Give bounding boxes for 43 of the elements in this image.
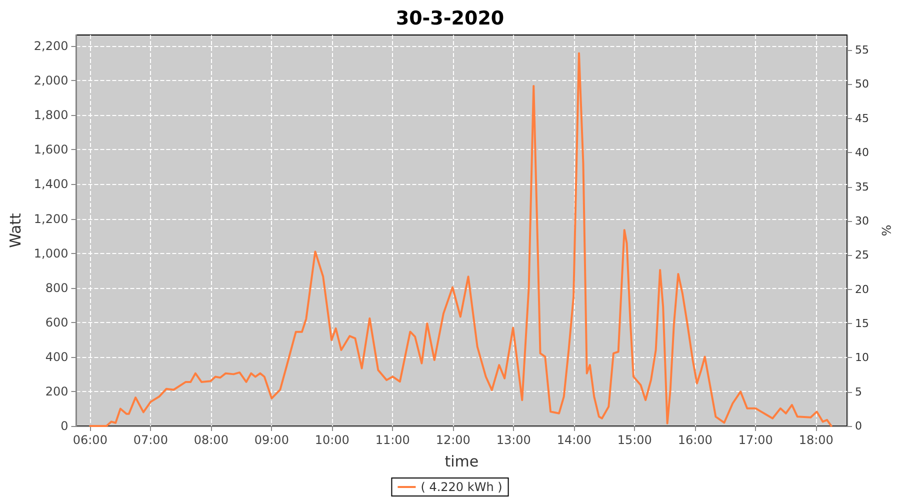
- y2-tick-label: 30: [855, 214, 869, 228]
- legend-label: ( 4.220 kWh ): [420, 480, 502, 494]
- line-series: [89, 52, 832, 427]
- y-tick-label: 1,800: [34, 108, 68, 122]
- x-tick-label: 09:00: [254, 433, 289, 447]
- x-tick-label: 10:00: [314, 433, 350, 447]
- x-tick-label: 16:00: [678, 433, 712, 447]
- y-tick-label: 600: [45, 315, 68, 330]
- y-tick-label: 2,000: [34, 74, 68, 88]
- chart-title: 30-3-2020: [396, 8, 504, 30]
- x-tick-label: 12:00: [436, 433, 470, 447]
- y2-tick-label: 40: [855, 146, 869, 160]
- y-tick-label: 0: [60, 419, 68, 433]
- y-tick-label: 1,000: [34, 246, 68, 260]
- y-tick-label: 2,200: [34, 39, 68, 54]
- x-tick-label: 11:00: [375, 433, 410, 447]
- x-tick-label: 08:00: [194, 433, 228, 447]
- y2-axis-title: %: [878, 224, 893, 236]
- y-tick-label: 800: [45, 280, 68, 295]
- y-tick-label: 1,400: [34, 177, 68, 192]
- x-tick-label: 18:00: [798, 433, 834, 447]
- x-tick-label: 17:00: [738, 433, 773, 447]
- y2-tick-label: 35: [855, 180, 869, 194]
- y-tick-label: 200: [45, 384, 68, 398]
- y2-tick-label: 10: [855, 351, 869, 364]
- y2-tick-label: 15: [855, 316, 869, 330]
- y2-tick-label: 5: [855, 385, 862, 398]
- y-tick-label: 400: [45, 350, 68, 364]
- x-tick-label: 14:00: [556, 433, 592, 447]
- y2-tick-label: 0: [855, 420, 862, 432]
- y-axis-title: Watt: [6, 212, 24, 248]
- y-tick-label: 1,600: [34, 142, 68, 157]
- y2-tick-label: 50: [855, 78, 869, 91]
- y2-tick-label: 20: [855, 282, 869, 296]
- x-tick-label: 15:00: [617, 433, 652, 447]
- y2-tick-label: 25: [855, 248, 869, 262]
- y-tick-label: 1,200: [34, 212, 68, 226]
- y2-tick-label: 55: [855, 44, 869, 57]
- x-tick-label: 13:00: [496, 433, 531, 447]
- y2-tick-label: 45: [855, 112, 869, 125]
- x-tick-label: 07:00: [133, 433, 168, 447]
- x-axis-title: time: [444, 452, 479, 470]
- x-tick-label: 06:00: [72, 433, 108, 447]
